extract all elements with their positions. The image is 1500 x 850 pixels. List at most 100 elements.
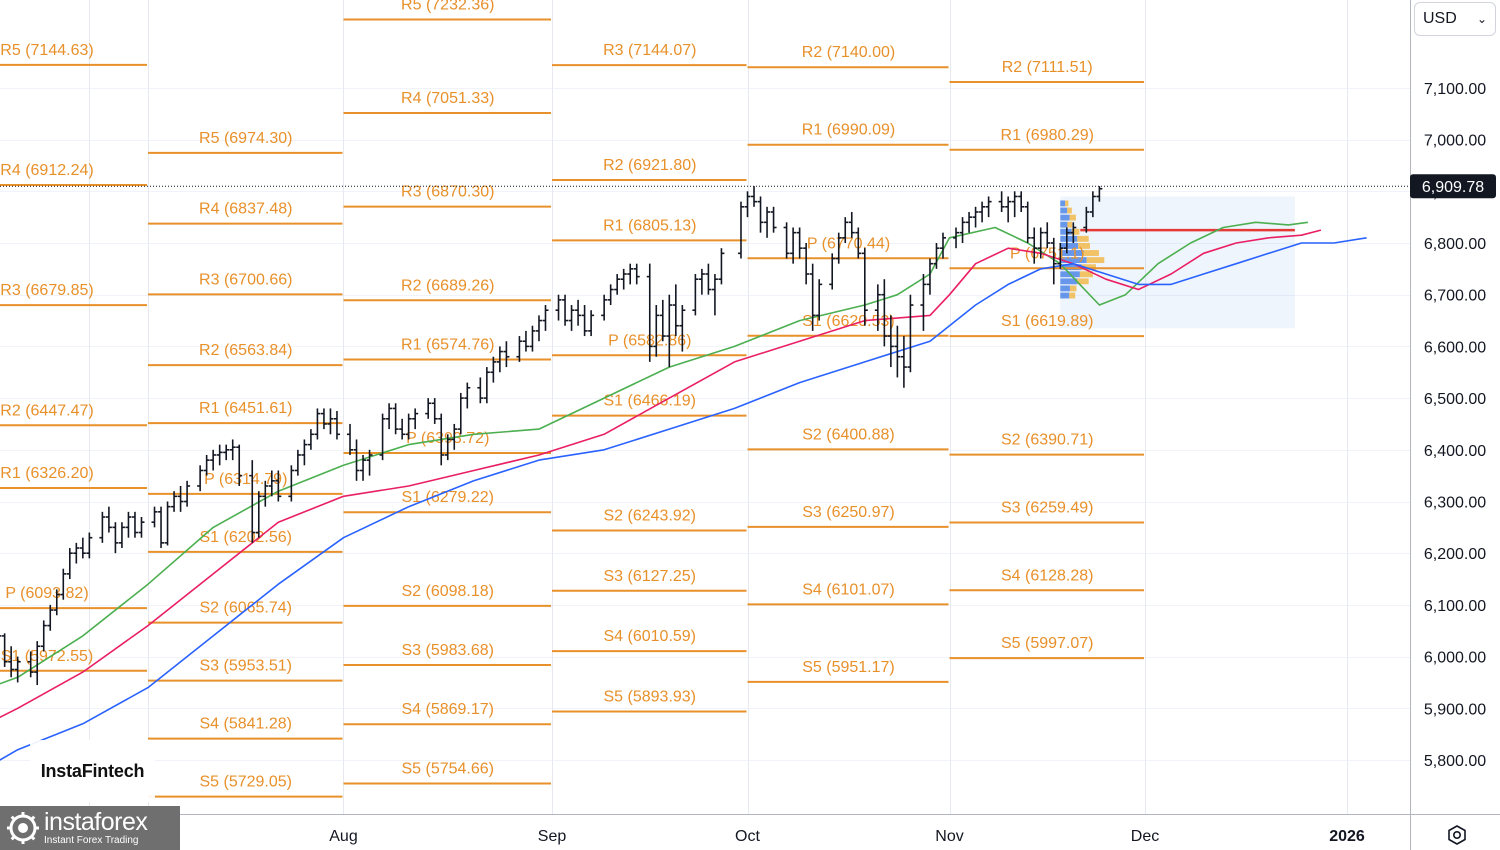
ohlc-bar — [522, 330, 529, 352]
volume-profile-bar-down — [1069, 292, 1076, 299]
ohlc-bar — [1018, 191, 1025, 212]
ohlc-bar — [900, 336, 907, 388]
ohlc-bar — [40, 620, 47, 652]
ohlc-bar — [620, 268, 627, 290]
pivot-label-s4: S4 (6101.07) — [802, 581, 895, 598]
pivot-label-r4: R4 (7051.33) — [401, 90, 494, 107]
ohlc-bar — [79, 537, 86, 559]
ohlc-bar — [294, 449, 301, 476]
ohlc-bar — [483, 367, 490, 404]
ohlc-bar — [614, 274, 621, 295]
pivot-label-r2: R2 (7140.00) — [802, 44, 895, 61]
pivot-label-s1: S1 (6620.53) — [802, 313, 895, 330]
ohlc-bar — [601, 294, 608, 321]
instafintech-text: InstaFintech — [40, 760, 145, 781]
ohlc-bar — [288, 465, 295, 502]
ohlc-bar — [118, 522, 125, 549]
ohlc-bar — [627, 263, 634, 285]
ohlc-bar — [959, 217, 966, 243]
ohlc-bar — [1044, 222, 1051, 249]
ohlc-bar — [535, 315, 542, 342]
ohlc-bar — [490, 356, 497, 383]
volume-profile-bar-up — [1060, 292, 1070, 299]
pivot-label-r1: R1 (6574.76) — [401, 336, 494, 353]
ohlc-bar — [360, 454, 367, 481]
ohlc-bar — [835, 232, 842, 264]
pivot-label-r1: R1 (6980.29) — [1001, 127, 1094, 144]
ma-line — [0, 221, 1309, 685]
pivot-label-s3: S3 (5953.51) — [199, 658, 292, 675]
time-tick-label: Oct — [735, 828, 760, 845]
ohlc-bar — [177, 485, 184, 512]
ohlc-bar — [457, 392, 464, 435]
ohlc-bar — [939, 232, 946, 259]
instaforex-tagline: Instant Forex Trading — [44, 835, 139, 846]
ohlc-bar — [842, 217, 849, 243]
volume-profile-bar-up — [1060, 285, 1070, 292]
period-dividers — [89, 0, 1348, 814]
ohlc-bar — [907, 294, 914, 373]
pivot-label-r5: R5 (7144.63) — [0, 42, 93, 59]
ohlc-bar — [894, 325, 901, 378]
ohlc-bar — [197, 465, 204, 492]
pivot-label-s1: S1 (6619.89) — [1001, 313, 1094, 330]
pivot-label-r2: R2 (7111.51) — [1002, 59, 1093, 76]
pivot-label-r1: R1 (6990.09) — [802, 122, 895, 139]
ohlc-bar — [14, 656, 21, 683]
grid — [0, 88, 1410, 761]
pivot-label-s4: S4 (5869.17) — [401, 701, 494, 718]
time-tick-label: Nov — [935, 828, 963, 845]
volume-profile-bar-up — [1060, 207, 1068, 214]
price-tick-label: 6,400.00 — [1424, 443, 1486, 460]
ohlc-bar — [744, 191, 751, 218]
ohlc-bar — [399, 418, 406, 440]
ohlc-bar — [34, 641, 41, 686]
ohlc-bar — [125, 511, 132, 538]
ohlc-bar — [216, 444, 223, 466]
pivot-label-r3: R3 (6679.85) — [0, 282, 93, 299]
pivot-label-s2: S2 (6098.18) — [401, 583, 494, 600]
price-tick-label: 6,200.00 — [1424, 546, 1486, 563]
ohlc-bar — [229, 439, 236, 461]
ohlc-bar — [314, 408, 321, 440]
pivot-label-s1: S1 (5972.55) — [1, 648, 94, 665]
ohlc-bar — [575, 299, 582, 326]
volume-profile-bar-up — [1060, 221, 1068, 228]
ohlc-bar — [790, 227, 797, 264]
volume-profile-bar-up — [1060, 264, 1082, 271]
ohlc-bar — [1083, 206, 1090, 233]
instaforex-watermark: instaforex Instant Forex Trading — [0, 806, 180, 850]
ohlc-bar — [966, 211, 973, 233]
volume-profile-bar-up — [1060, 235, 1078, 242]
ohlc-bar — [275, 470, 282, 502]
ohlc-bar — [223, 444, 230, 461]
ohlc-bar — [848, 211, 855, 238]
ohlc-bar — [881, 279, 888, 347]
ohlc-bar — [255, 491, 262, 538]
time-tick-label: 2026 — [1329, 828, 1365, 845]
ohlc-bar — [816, 279, 823, 321]
volume-profile-bar-down — [1065, 200, 1069, 207]
pivot-label-r3: R3 (7144.07) — [603, 42, 696, 59]
ohlc-bar — [171, 491, 178, 512]
chart-settings-button[interactable] — [1443, 822, 1471, 848]
volume-profile-bar-down — [1071, 228, 1080, 235]
ohlc-bar — [887, 315, 894, 368]
currency-dropdown[interactable]: USD ⌄ — [1414, 2, 1496, 36]
ohlc-bar — [112, 522, 119, 554]
ohlc-bar — [783, 222, 790, 259]
ohlc-bar — [568, 305, 575, 331]
ohlc-bar — [770, 206, 777, 233]
ohlc-bar — [464, 382, 471, 409]
pivot-label-r2: R2 (6921.80) — [603, 157, 696, 174]
ohlc-bar — [764, 206, 771, 238]
ohlc-bar — [555, 294, 562, 321]
volume-profile-bar-down — [1077, 235, 1089, 242]
ohlc-bar — [210, 449, 217, 471]
time-tick-label: Sep — [538, 828, 567, 845]
ohlc-bar — [874, 284, 881, 331]
ohlc-bar — [588, 310, 595, 337]
volume-profile-bar-down — [1069, 214, 1076, 221]
